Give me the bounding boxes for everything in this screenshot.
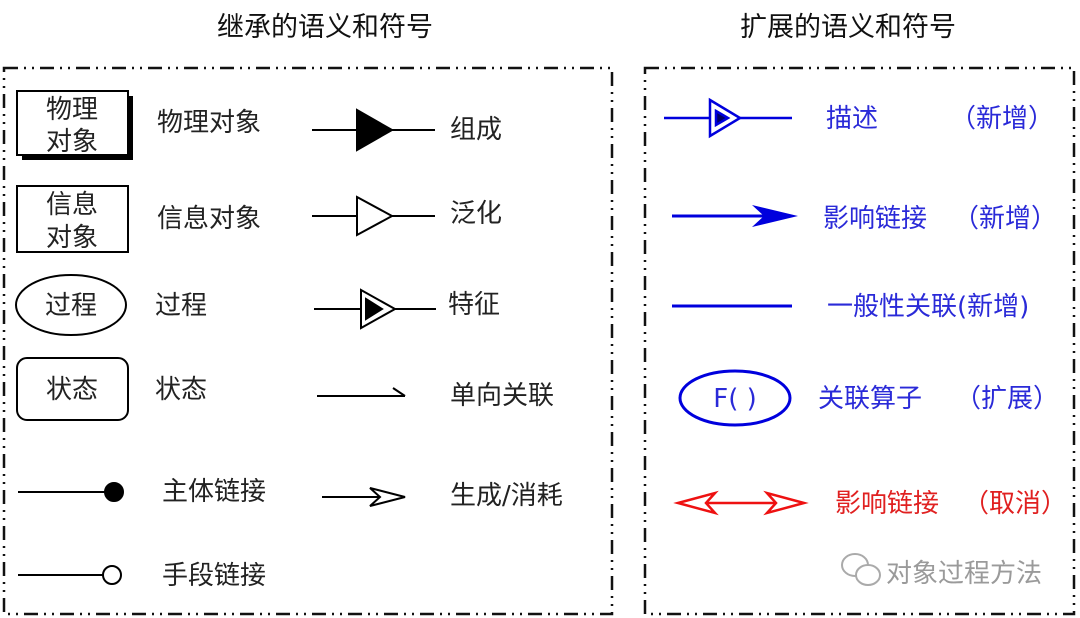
process-label: 过程 [155,291,207,321]
effect-link-label: 影响链接 [823,204,927,234]
svg-text:状态: 状态 [46,375,98,405]
relation-operator-note: （扩展） [955,384,1059,414]
svg-text:对象: 对象 [46,223,98,253]
instrument-link-icon [18,565,122,585]
relation-operator-label: 关联算子 [818,384,922,414]
aggregation-label: 组成 [450,115,502,145]
exhibition-label: 特征 [448,290,500,320]
unidirectional-relation-icon [317,387,406,397]
cancelled-effect-link-note: （取消） [963,489,1067,519]
physical-object-label: 物理对象 [157,108,261,138]
svg-text:对象: 对象 [46,127,98,157]
unidirectional-relation-label: 单向关联 [450,381,554,411]
effect-link-icon [672,205,798,227]
consumption-result-label: 生成/消耗 [450,481,563,511]
exhibition-link-icon [314,288,436,330]
effect-link-note: （新增） [953,204,1057,234]
wechat-icon [841,553,881,586]
process-symbol: 过程 [15,274,127,336]
right-panel-border [643,66,1076,616]
description-link-icon [664,97,792,139]
svg-text:F( ): F( ) [713,384,757,414]
general-relation-label: 一般性关联(新增) [827,292,1029,322]
generalization-link-icon [312,195,435,237]
aggregation-link-icon [312,108,435,152]
right-panel-title: 扩展的语义和符号 [740,12,956,43]
instrument-link-label: 手段链接 [162,561,266,591]
informatical-object-symbol: 信息 对象 [16,185,129,253]
watermark-text: 对象过程方法 [886,559,1042,589]
physical-object-symbol: 物理 对象 [16,90,133,160]
cancelled-effect-link-label: 影响链接 [835,489,939,519]
left-panel-title: 继承的语义和符号 [217,12,433,43]
agent-link-icon [18,482,124,502]
state-label: 状态 [155,375,207,405]
cancelled-effect-link-icon [673,490,809,516]
generalization-label: 泛化 [450,199,502,229]
description-note: （新增） [950,104,1054,134]
svg-text:信息: 信息 [46,190,98,220]
svg-text:过程: 过程 [45,291,97,321]
agent-link-label: 主体链接 [162,477,266,507]
svg-text:物理: 物理 [46,95,98,125]
relation-operator-symbol: F( ) [678,369,792,427]
informatical-object-label: 信息对象 [157,204,261,234]
consumption-result-link-icon [322,487,406,507]
description-label: 描述 [826,104,878,134]
state-symbol: 状态 [16,357,129,421]
